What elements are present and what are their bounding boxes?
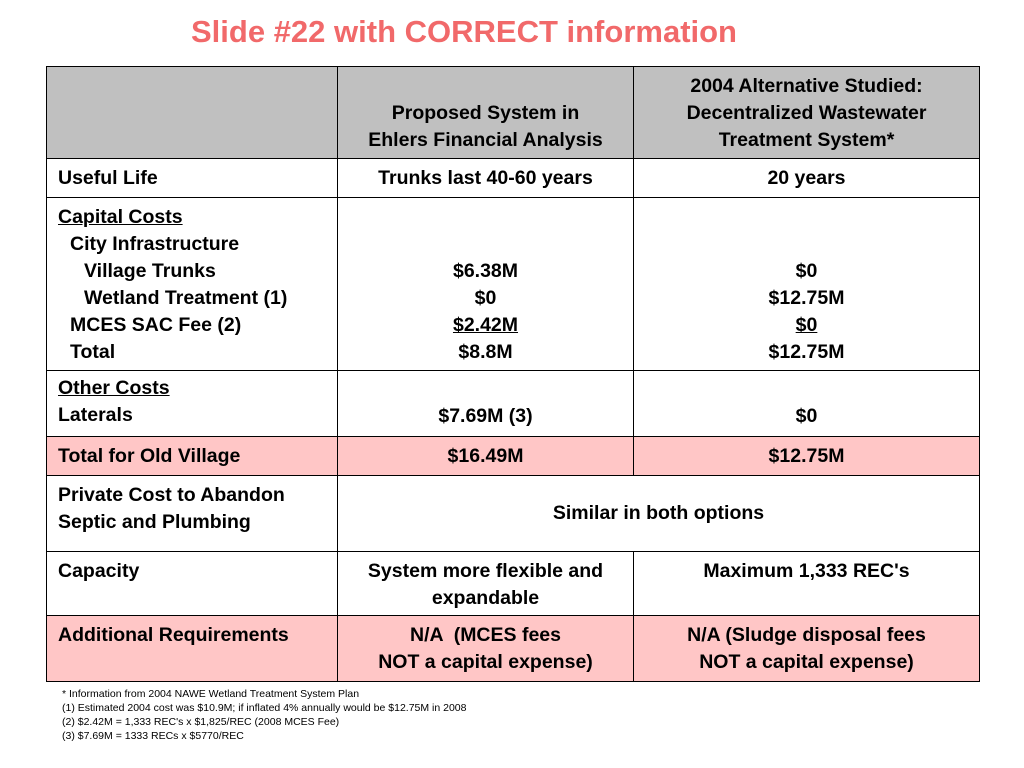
header-alternative-line3: Treatment System* (718, 129, 895, 151)
wetland-treatment-label: Wetland Treatment (1) (84, 287, 288, 309)
footnote-1: (1) Estimated 2004 cost was $10.9M; if i… (62, 702, 467, 714)
header-proposed-line2: Ehlers Financial Analysis (368, 129, 603, 151)
row-total-old-village: Total for Old Village $16.49M $12.75M (46, 436, 980, 476)
capacity-proposed-line2: expandable (431, 587, 540, 609)
capacity-label: Capacity (46, 551, 338, 616)
private-cost-line2: Septic and Plumbing (58, 511, 251, 533)
total-old-village-proposed: $16.49M (337, 436, 634, 476)
other-costs-label-cell: Other Costs Laterals (46, 370, 338, 437)
laterals-alternative: $0 (633, 370, 980, 437)
additional-alternative-line1: N/A (Sludge disposal fees (687, 624, 926, 646)
header-alternative-line2: Decentralized Wastewater (686, 102, 927, 124)
useful-life-proposed: Trunks last 40-60 years (337, 158, 634, 198)
total-old-village-alternative: $12.75M (633, 436, 980, 476)
row-useful-life: Useful Life Trunks last 40-60 years 20 y… (46, 158, 980, 198)
mces-sac-fee-proposed: $2.42M (452, 314, 519, 336)
slide-title: Slide #22 with CORRECT information (191, 14, 737, 49)
other-costs-heading: Other Costs (58, 377, 170, 399)
header-proposed: Proposed System in Ehlers Financial Anal… (337, 66, 634, 159)
header-alternative-line1: 2004 Alternative Studied: (690, 75, 923, 97)
capital-costs-proposed: $6.38M $0 $2.42M $8.8M (337, 197, 634, 371)
capacity-proposed-line1: System more flexible and (367, 560, 604, 582)
footnotes: * Information from 2004 NAWE Wetland Tre… (62, 687, 467, 743)
useful-life-label: Useful Life (46, 158, 338, 198)
total-old-village-label: Total for Old Village (46, 436, 338, 476)
header-alternative: 2004 Alternative Studied: Decentralized … (633, 66, 980, 159)
row-other-costs: Other Costs Laterals $7.69M (3) $0 (46, 370, 980, 437)
row-capital-costs: Capital Costs City Infrastructure Villag… (46, 197, 980, 371)
capacity-alternative: Maximum 1,333 REC's (633, 551, 980, 616)
footnote-2: (2) $2.42M = 1,333 REC's x $1,825/REC (2… (62, 716, 340, 728)
additional-alternative-line2: NOT a capital expense) (699, 651, 914, 673)
additional-proposed-line1: N/A (MCES fees (410, 624, 561, 646)
capital-costs-heading: Capital Costs (58, 206, 183, 228)
mces-sac-fee-alternative: $0 (795, 314, 818, 336)
private-cost-label-cell: Private Cost to Abandon Septic and Plumb… (46, 475, 338, 552)
mces-sac-fee-label: MCES SAC Fee (2) (70, 314, 242, 336)
private-cost-both: Similar in both options (337, 475, 980, 552)
city-infrastructure-label: City Infrastructure (70, 233, 240, 255)
additional-proposed-line2: NOT a capital expense) (378, 651, 593, 673)
wetland-treatment-alternative: $12.75M (768, 287, 845, 309)
additional-requirements-proposed: N/A (MCES fees NOT a capital expense) (337, 615, 634, 682)
capital-total-label: Total (70, 341, 116, 363)
capital-total-alternative: $12.75M (768, 341, 845, 363)
row-additional-requirements: Additional Requirements N/A (MCES fees N… (46, 615, 980, 682)
header-proposed-line1: Proposed System in (391, 102, 580, 124)
row-capacity: Capacity System more flexible and expand… (46, 551, 980, 616)
capital-total-proposed: $8.8M (458, 341, 513, 363)
footnote-3: (3) $7.69M = 1333 RECs x $5770/REC (62, 730, 244, 742)
row-private-cost: Private Cost to Abandon Septic and Plumb… (46, 475, 980, 552)
header-row: Proposed System in Ehlers Financial Anal… (46, 66, 980, 159)
additional-requirements-alternative: N/A (Sludge disposal fees NOT a capital … (633, 615, 980, 682)
footnote-asterisk: * Information from 2004 NAWE Wetland Tre… (62, 688, 360, 700)
comparison-table: Proposed System in Ehlers Financial Anal… (46, 66, 980, 682)
village-trunks-proposed: $6.38M (452, 260, 519, 282)
laterals-label: Laterals (58, 404, 133, 426)
laterals-proposed: $7.69M (3) (337, 370, 634, 437)
useful-life-alternative: 20 years (633, 158, 980, 198)
capital-costs-label-cell: Capital Costs City Infrastructure Villag… (46, 197, 338, 371)
private-cost-line1: Private Cost to Abandon (58, 484, 285, 506)
header-blank-cell (46, 66, 338, 159)
village-trunks-alternative: $0 (795, 260, 818, 282)
capacity-proposed: System more flexible and expandable (337, 551, 634, 616)
additional-requirements-label: Additional Requirements (46, 615, 338, 682)
capital-costs-alternative: $0 $12.75M $0 $12.75M (633, 197, 980, 371)
wetland-treatment-proposed: $0 (474, 287, 497, 309)
village-trunks-label: Village Trunks (84, 260, 216, 282)
